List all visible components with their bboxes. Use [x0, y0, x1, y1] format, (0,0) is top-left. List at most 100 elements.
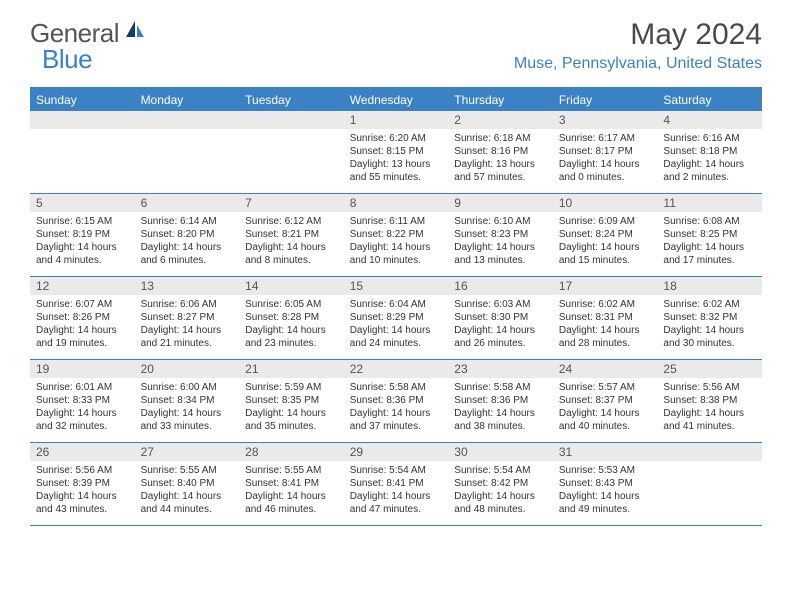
day-cell: 22Sunrise: 5:58 AMSunset: 8:36 PMDayligh…: [344, 360, 449, 442]
day-info: Sunrise: 6:07 AMSunset: 8:26 PMDaylight:…: [30, 295, 135, 355]
sail-icon: [124, 19, 146, 44]
weekday-header: Saturday: [657, 89, 762, 111]
day-cell: 17Sunrise: 6:02 AMSunset: 8:31 PMDayligh…: [553, 277, 658, 359]
day-number: 18: [657, 277, 762, 295]
weekday-header-row: SundayMondayTuesdayWednesdayThursdayFrid…: [30, 89, 762, 111]
day-number: 30: [448, 443, 553, 461]
day-info: Sunrise: 6:12 AMSunset: 8:21 PMDaylight:…: [239, 212, 344, 272]
day-number: 1: [344, 111, 449, 129]
day-cell: [239, 111, 344, 193]
day-number: 9: [448, 194, 553, 212]
week-row: 1Sunrise: 6:20 AMSunset: 8:15 PMDaylight…: [30, 111, 762, 194]
day-number: 25: [657, 360, 762, 378]
brand-logo: General Blue: [30, 18, 148, 49]
day-cell: 11Sunrise: 6:08 AMSunset: 8:25 PMDayligh…: [657, 194, 762, 276]
day-number: 22: [344, 360, 449, 378]
day-info: Sunrise: 6:15 AMSunset: 8:19 PMDaylight:…: [30, 212, 135, 272]
day-cell: 10Sunrise: 6:09 AMSunset: 8:24 PMDayligh…: [553, 194, 658, 276]
day-number: 8: [344, 194, 449, 212]
day-info: Sunrise: 6:06 AMSunset: 8:27 PMDaylight:…: [135, 295, 240, 355]
empty-day-header: [239, 111, 344, 129]
day-cell: 20Sunrise: 6:00 AMSunset: 8:34 PMDayligh…: [135, 360, 240, 442]
day-info: Sunrise: 5:56 AMSunset: 8:39 PMDaylight:…: [30, 461, 135, 521]
location-text: Muse, Pennsylvania, United States: [514, 55, 762, 73]
day-number: 29: [344, 443, 449, 461]
day-cell: 4Sunrise: 6:16 AMSunset: 8:18 PMDaylight…: [657, 111, 762, 193]
day-cell: 29Sunrise: 5:54 AMSunset: 8:41 PMDayligh…: [344, 443, 449, 525]
day-cell: 6Sunrise: 6:14 AMSunset: 8:20 PMDaylight…: [135, 194, 240, 276]
day-number: 17: [553, 277, 658, 295]
empty-day-header: [30, 111, 135, 129]
day-number: 11: [657, 194, 762, 212]
day-info: Sunrise: 5:55 AMSunset: 8:41 PMDaylight:…: [239, 461, 344, 521]
day-number: 23: [448, 360, 553, 378]
weekday-header: Friday: [553, 89, 658, 111]
empty-day-header: [657, 443, 762, 461]
day-cell: [657, 443, 762, 525]
day-cell: 5Sunrise: 6:15 AMSunset: 8:19 PMDaylight…: [30, 194, 135, 276]
weekday-header: Tuesday: [239, 89, 344, 111]
day-cell: 3Sunrise: 6:17 AMSunset: 8:17 PMDaylight…: [553, 111, 658, 193]
day-cell: 26Sunrise: 5:56 AMSunset: 8:39 PMDayligh…: [30, 443, 135, 525]
day-number: 13: [135, 277, 240, 295]
brand-text-blue: Blue: [42, 44, 92, 75]
day-info: Sunrise: 5:54 AMSunset: 8:42 PMDaylight:…: [448, 461, 553, 521]
day-number: 12: [30, 277, 135, 295]
day-info: Sunrise: 6:05 AMSunset: 8:28 PMDaylight:…: [239, 295, 344, 355]
day-cell: 28Sunrise: 5:55 AMSunset: 8:41 PMDayligh…: [239, 443, 344, 525]
day-number: 24: [553, 360, 658, 378]
day-cell: 12Sunrise: 6:07 AMSunset: 8:26 PMDayligh…: [30, 277, 135, 359]
day-number: 26: [30, 443, 135, 461]
day-info: Sunrise: 6:00 AMSunset: 8:34 PMDaylight:…: [135, 378, 240, 438]
day-cell: 21Sunrise: 5:59 AMSunset: 8:35 PMDayligh…: [239, 360, 344, 442]
day-info: Sunrise: 6:04 AMSunset: 8:29 PMDaylight:…: [344, 295, 449, 355]
day-info: Sunrise: 6:02 AMSunset: 8:32 PMDaylight:…: [657, 295, 762, 355]
day-number: 20: [135, 360, 240, 378]
day-cell: [135, 111, 240, 193]
page-title: May 2024: [514, 18, 762, 52]
day-number: 15: [344, 277, 449, 295]
day-info: Sunrise: 5:58 AMSunset: 8:36 PMDaylight:…: [344, 378, 449, 438]
day-cell: 8Sunrise: 6:11 AMSunset: 8:22 PMDaylight…: [344, 194, 449, 276]
week-row: 5Sunrise: 6:15 AMSunset: 8:19 PMDaylight…: [30, 194, 762, 277]
day-info: Sunrise: 5:56 AMSunset: 8:38 PMDaylight:…: [657, 378, 762, 438]
day-info: Sunrise: 6:14 AMSunset: 8:20 PMDaylight:…: [135, 212, 240, 272]
header: General Blue May 2024 Muse, Pennsylvania…: [0, 0, 792, 77]
day-number: 5: [30, 194, 135, 212]
day-number: 10: [553, 194, 658, 212]
calendar-grid: SundayMondayTuesdayWednesdayThursdayFrid…: [30, 87, 762, 526]
day-number: 3: [553, 111, 658, 129]
day-info: Sunrise: 6:18 AMSunset: 8:16 PMDaylight:…: [448, 129, 553, 189]
weekday-header: Monday: [135, 89, 240, 111]
day-cell: 7Sunrise: 6:12 AMSunset: 8:21 PMDaylight…: [239, 194, 344, 276]
day-info: Sunrise: 6:10 AMSunset: 8:23 PMDaylight:…: [448, 212, 553, 272]
day-number: 16: [448, 277, 553, 295]
day-cell: 13Sunrise: 6:06 AMSunset: 8:27 PMDayligh…: [135, 277, 240, 359]
day-cell: 18Sunrise: 6:02 AMSunset: 8:32 PMDayligh…: [657, 277, 762, 359]
day-info: Sunrise: 5:53 AMSunset: 8:43 PMDaylight:…: [553, 461, 658, 521]
week-row: 19Sunrise: 6:01 AMSunset: 8:33 PMDayligh…: [30, 360, 762, 443]
day-info: Sunrise: 5:58 AMSunset: 8:36 PMDaylight:…: [448, 378, 553, 438]
weekday-header: Wednesday: [344, 89, 449, 111]
day-cell: 15Sunrise: 6:04 AMSunset: 8:29 PMDayligh…: [344, 277, 449, 359]
day-cell: 16Sunrise: 6:03 AMSunset: 8:30 PMDayligh…: [448, 277, 553, 359]
day-cell: 23Sunrise: 5:58 AMSunset: 8:36 PMDayligh…: [448, 360, 553, 442]
week-row: 26Sunrise: 5:56 AMSunset: 8:39 PMDayligh…: [30, 443, 762, 526]
day-number: 14: [239, 277, 344, 295]
day-info: Sunrise: 6:02 AMSunset: 8:31 PMDaylight:…: [553, 295, 658, 355]
day-cell: 2Sunrise: 6:18 AMSunset: 8:16 PMDaylight…: [448, 111, 553, 193]
day-info: Sunrise: 6:01 AMSunset: 8:33 PMDaylight:…: [30, 378, 135, 438]
day-cell: 31Sunrise: 5:53 AMSunset: 8:43 PMDayligh…: [553, 443, 658, 525]
day-info: Sunrise: 6:09 AMSunset: 8:24 PMDaylight:…: [553, 212, 658, 272]
day-number: 31: [553, 443, 658, 461]
weekday-header: Sunday: [30, 89, 135, 111]
day-info: Sunrise: 5:59 AMSunset: 8:35 PMDaylight:…: [239, 378, 344, 438]
day-cell: 14Sunrise: 6:05 AMSunset: 8:28 PMDayligh…: [239, 277, 344, 359]
day-number: 7: [239, 194, 344, 212]
day-cell: [30, 111, 135, 193]
week-row: 12Sunrise: 6:07 AMSunset: 8:26 PMDayligh…: [30, 277, 762, 360]
day-info: Sunrise: 6:20 AMSunset: 8:15 PMDaylight:…: [344, 129, 449, 189]
day-number: 27: [135, 443, 240, 461]
day-info: Sunrise: 6:11 AMSunset: 8:22 PMDaylight:…: [344, 212, 449, 272]
day-info: Sunrise: 5:55 AMSunset: 8:40 PMDaylight:…: [135, 461, 240, 521]
